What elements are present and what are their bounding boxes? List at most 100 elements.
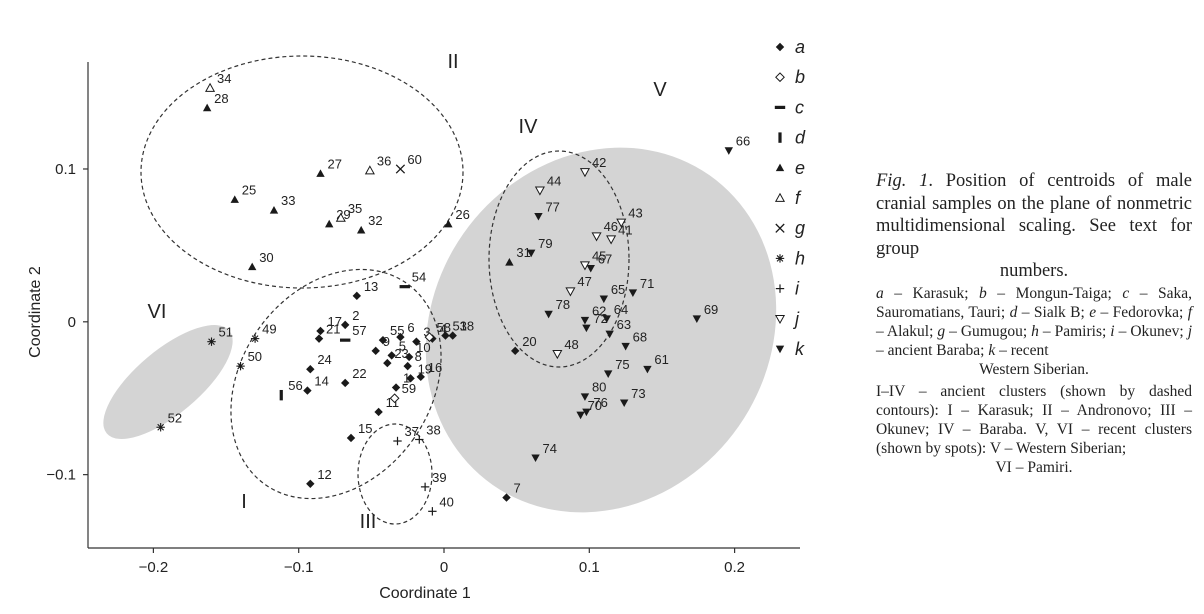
- point-label-78: 78: [556, 297, 570, 312]
- point-68: [621, 342, 630, 351]
- legend-marker-h: [775, 254, 785, 263]
- caption-legend-desc: – Okunev;: [1114, 322, 1188, 340]
- point-label-39: 39: [432, 470, 446, 485]
- point-label-34: 34: [217, 71, 231, 86]
- point-25: [230, 195, 239, 203]
- point-label-20: 20: [522, 334, 536, 349]
- point-label-61: 61: [654, 352, 668, 367]
- point-41: [606, 235, 617, 245]
- point-label-35: 35: [348, 201, 362, 216]
- point-57: [339, 338, 351, 342]
- point-50: [236, 361, 245, 371]
- legend-label-j: j: [792, 309, 800, 329]
- point-33: [269, 206, 279, 214]
- point-8: [403, 361, 412, 371]
- point-label-63: 63: [617, 317, 631, 332]
- x-axis-label: Coordinate 1: [379, 585, 471, 602]
- point-label-26: 26: [455, 207, 469, 222]
- point-71: [628, 289, 638, 297]
- point-label-2: 2: [352, 308, 359, 323]
- caption-fig-text-last: numbers.: [999, 261, 1069, 281]
- point-15: [346, 433, 356, 443]
- x-tick-label: −0.1: [284, 559, 314, 576]
- legend-marker-j: [774, 314, 786, 325]
- caption-clusters-main: I–IV – ancient clusters (shown by dashed…: [876, 382, 1192, 458]
- recent-cluster-spots: [103, 147, 777, 513]
- cluster-label-iv: IV: [519, 116, 539, 138]
- point-5: [387, 351, 396, 360]
- point-55: [378, 335, 388, 345]
- point-24: [306, 364, 315, 374]
- point-69: [692, 315, 702, 323]
- point-label-3: 3: [423, 325, 430, 340]
- point-label-17: 17: [327, 314, 341, 329]
- point-label-49: 49: [262, 322, 276, 337]
- caption-legend-desc: – Sialk B;: [1017, 303, 1090, 321]
- legend-marker-i: [775, 284, 785, 293]
- point-47: [565, 287, 576, 297]
- point-label-22: 22: [352, 366, 366, 381]
- point-22: [340, 378, 350, 388]
- caption-fig-label: Fig. 1: [876, 171, 929, 191]
- caption-clusters-last: VI – Pamiri.: [995, 459, 1073, 477]
- point-39: [420, 482, 430, 492]
- point-21: [314, 334, 324, 343]
- point-label-9: 9: [383, 334, 390, 349]
- cluster-v-spot: [425, 147, 777, 513]
- point-46: [591, 232, 602, 242]
- point-75: [603, 370, 613, 378]
- caption-legend-desc: – Alakul;: [876, 322, 938, 340]
- caption-legend-letter: b: [979, 284, 987, 302]
- point-label-44: 44: [547, 173, 561, 188]
- legend-marker-b: [775, 72, 785, 83]
- legend-label-h: h: [795, 248, 805, 268]
- legend-marker-d: [778, 132, 782, 143]
- point-label-57: 57: [352, 323, 366, 338]
- point-74: [531, 454, 540, 463]
- point-7: [502, 493, 511, 502]
- point-label-62: 62: [592, 303, 606, 318]
- point-label-48: 48: [564, 337, 578, 352]
- point-label-79: 79: [538, 236, 552, 251]
- x-tick-label: 0.1: [579, 559, 600, 576]
- point-label-31: 31: [516, 245, 530, 260]
- legend-label-f: f: [795, 188, 802, 208]
- point-36: [364, 165, 375, 175]
- legend-label-c: c: [795, 97, 804, 117]
- point-70: [576, 411, 585, 420]
- point-label-47: 47: [577, 274, 591, 289]
- point-35: [335, 212, 346, 222]
- caption-legend-desc: – ancient Baraba;: [876, 342, 989, 360]
- figure-caption: Fig. 1. Position of centroids of male cr…: [876, 170, 1192, 478]
- legend-label-g: g: [795, 218, 805, 238]
- point-30: [247, 262, 257, 271]
- ancient-cluster-contours: [140, 55, 630, 525]
- point-label-50: 50: [248, 349, 262, 364]
- cluster-label-i: I: [241, 491, 247, 513]
- point-label-18: 18: [460, 319, 474, 334]
- point-6: [396, 332, 405, 342]
- caption-fig-text-main: . Position of centroids of male cranial …: [876, 171, 1192, 259]
- y-tick-label: −0.1: [46, 467, 76, 484]
- point-26: [444, 219, 453, 228]
- point-label-1: 1: [403, 371, 410, 386]
- point-label-32: 32: [368, 213, 382, 228]
- caption-legend-letter: k: [988, 342, 996, 360]
- point-label-74: 74: [543, 441, 557, 456]
- legend-label-i: i: [795, 279, 800, 299]
- point-label-37: 37: [405, 424, 419, 439]
- point-label-77: 77: [545, 199, 559, 214]
- point-79: [526, 249, 536, 258]
- cluster-iv-contour: [488, 150, 630, 368]
- point-76: [582, 408, 591, 417]
- point-28: [202, 103, 212, 112]
- point-62: [580, 316, 590, 325]
- point-3: [412, 337, 421, 346]
- point-label-58: 58: [436, 320, 450, 335]
- cluster-vi-spot: [103, 325, 233, 439]
- point-44: [534, 186, 545, 196]
- point-label-75: 75: [615, 357, 629, 372]
- caption-legend-desc: – recent: [995, 342, 1049, 360]
- point-label-6: 6: [407, 320, 414, 335]
